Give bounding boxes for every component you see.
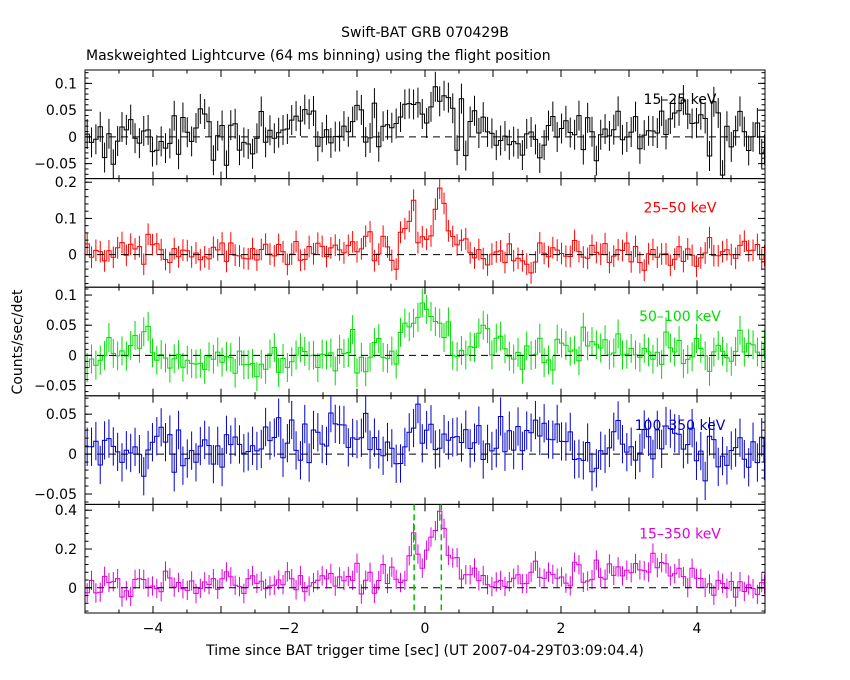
error-bars-100-350 <box>86 395 765 501</box>
error-bars-25-50 <box>86 178 765 284</box>
error-bars-15-350 <box>86 504 765 607</box>
series-line-100-350 <box>85 403 765 482</box>
band-label-50-100: 50–100 keV <box>639 309 721 325</box>
y-tick-label: 0 <box>68 348 77 364</box>
y-tick-label: 0 <box>68 581 77 597</box>
x-tick-label: 4 <box>693 621 702 637</box>
chart-subtitle: Maskweighted Lightcurve (64 ms binning) … <box>86 48 551 64</box>
error-bars-50-100 <box>86 288 765 392</box>
x-tick-label: 2 <box>557 621 566 637</box>
x-ticks <box>84 70 766 179</box>
y-tick-label: −0.05 <box>34 487 77 503</box>
x-axis-label: Time since BAT trigger time [sec] (UT 20… <box>205 643 644 659</box>
panel-50-100: 0.1 0.05 0 −0.05 50–100 keV <box>34 286 766 397</box>
y-tick-label: 0.05 <box>46 407 77 423</box>
series-line-15-350 <box>85 510 765 598</box>
y-ticks <box>85 181 765 285</box>
y-tick-label: 0.2 <box>55 542 77 558</box>
y-ticks <box>85 397 765 503</box>
x-tick-label: −2 <box>279 621 300 637</box>
panel-25-50: 0.2 0.1 0 25–50 keV <box>55 175 766 288</box>
y-ticks <box>85 509 765 612</box>
band-label-25-50: 25–50 keV <box>644 201 717 217</box>
panel-100-350: 0.05 0 −0.05 100–350 keV <box>34 395 766 505</box>
x-ticks <box>84 504 766 613</box>
y-tick-label: 0.1 <box>55 288 77 304</box>
x-tick-label: 0 <box>421 621 430 637</box>
y-tick-label: 0.05 <box>46 103 77 119</box>
y-tick-label: 0 <box>68 130 77 146</box>
x-ticks <box>84 178 766 288</box>
y-tick-label: 0 <box>68 248 77 264</box>
y-tick-label: −0.05 <box>34 379 77 395</box>
y-axis-label: Counts/sec/det <box>10 289 26 394</box>
band-label-15-25: 15–25 keV <box>644 92 717 108</box>
series-line-50-100 <box>85 302 765 378</box>
error-bars-15-25 <box>86 71 765 179</box>
x-ticks <box>84 287 766 396</box>
y-tick-label: 0.05 <box>46 318 77 334</box>
y-tick-label: 0.1 <box>55 211 77 227</box>
band-label-15-350: 15–350 keV <box>639 526 721 542</box>
series-line-25-50 <box>85 187 765 274</box>
series-line-15-25 <box>85 86 765 176</box>
chart-title: Swift-BAT GRB 070429B <box>341 25 509 41</box>
x-tick-label: −4 <box>143 621 164 637</box>
x-ticks <box>84 395 766 505</box>
band-label-100-350: 100–350 keV <box>635 418 726 434</box>
y-tick-label: 0.4 <box>55 503 77 519</box>
y-tick-label: 0 <box>68 447 77 463</box>
x-tick-labels: −4 −2 0 2 4 <box>143 621 702 637</box>
y-tick-label: −0.05 <box>34 157 77 173</box>
panel-frame <box>84 178 766 288</box>
y-tick-label: 0.1 <box>55 76 77 92</box>
y-tick-label: 0.2 <box>55 175 77 191</box>
panel-15-25: 0.1 0.05 0 −0.05 15–25 keV <box>34 69 766 180</box>
panel-15-350: 0.4 0.2 0 15–350 keV <box>55 503 766 614</box>
y-ticks <box>85 72 765 175</box>
y-ticks <box>85 288 765 393</box>
